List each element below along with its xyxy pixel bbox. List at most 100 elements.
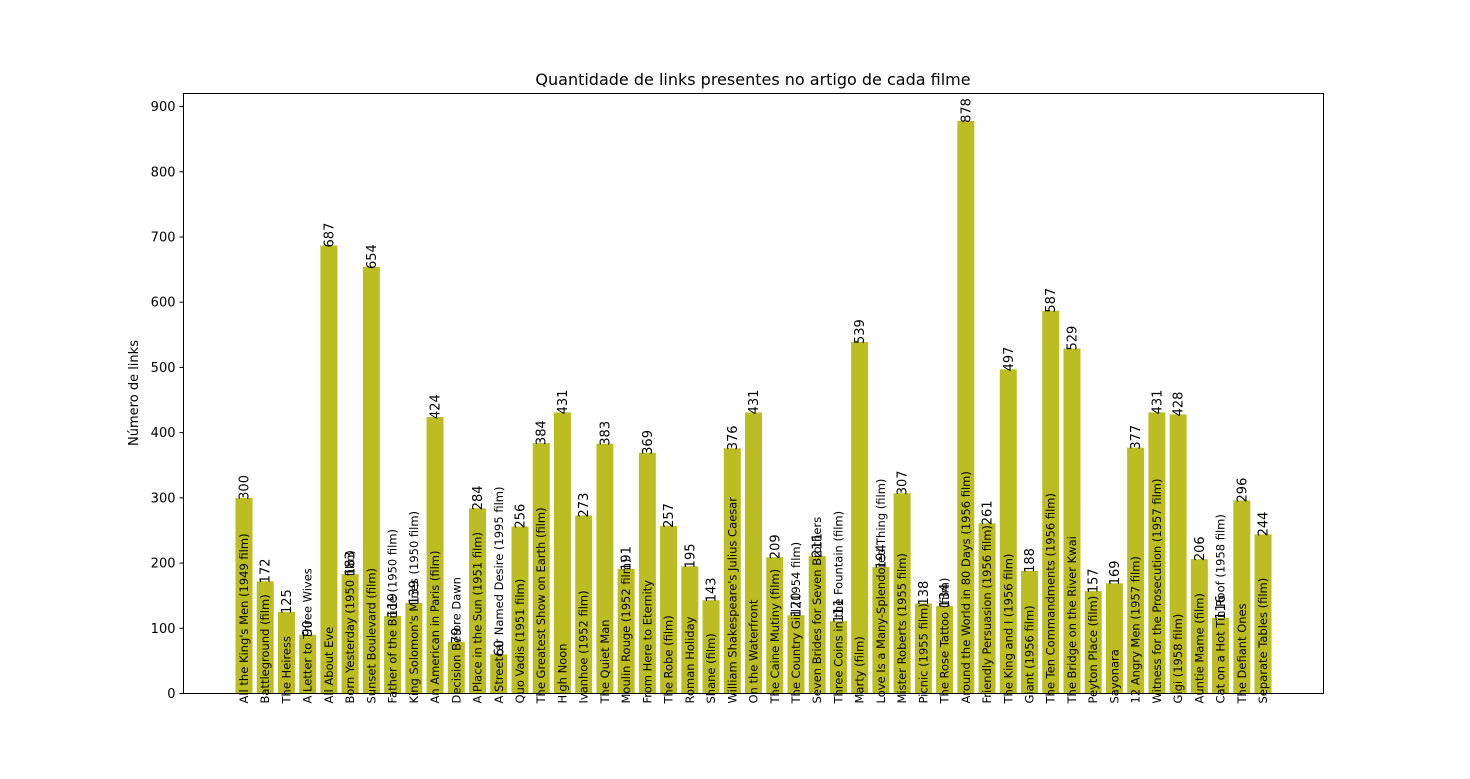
value-label: 191 [620, 546, 635, 571]
category-label: The Quiet Man [598, 619, 612, 704]
category-label: Auntie Mame (film) [1192, 593, 1206, 703]
category-label: The Heiress [279, 636, 293, 705]
category-label: The Country Girl (1954 film) [789, 542, 803, 705]
bar [1233, 500, 1251, 694]
value-label: 300 [238, 475, 253, 500]
bar [914, 603, 932, 694]
value-label: 194 [874, 544, 889, 569]
category-label: A Streetcar Named Desire (1995 film) [492, 487, 506, 704]
bar [1042, 310, 1060, 694]
value-label: 539 [853, 319, 868, 344]
category-label: All About Eve [322, 627, 336, 704]
category-label: A Letter to Three Wives [301, 568, 315, 703]
bar [256, 581, 274, 694]
bar [553, 412, 571, 694]
category-label: Moulin Rouge (1952 film) [619, 559, 633, 704]
value-label: 497 [1002, 347, 1017, 372]
value-label: 188 [1023, 548, 1038, 573]
value-label: 424 [429, 394, 444, 419]
value-label: 139 [407, 580, 422, 605]
value-label: 376 [726, 425, 741, 450]
value-label: 125 [280, 589, 295, 614]
bar [766, 557, 784, 694]
value-label: 654 [365, 244, 380, 269]
category-label: The Greatest Show on Earth (film) [534, 507, 548, 704]
category-label: Seven Brides for Seven Brothers [810, 517, 824, 704]
y-ticks-layer: 0 100 200 300 400 500 600 700 800 900 [151, 100, 184, 702]
category-label: A Place in the Sun (1951 film) [471, 532, 485, 704]
y-tick-label: 700 [151, 230, 176, 245]
category-label: Three Coins in the Fountain (film) [831, 511, 845, 705]
category-label: Born Yesterday (1950 film) [343, 550, 357, 703]
bar [1190, 559, 1208, 694]
bars-layer [235, 120, 1272, 694]
y-axis-label: Número de links [127, 340, 142, 446]
value-label: 257 [662, 503, 677, 528]
bar [469, 508, 487, 694]
bar [235, 497, 253, 694]
bar [511, 526, 529, 694]
bar [829, 621, 847, 694]
value-label: 211 [811, 533, 826, 558]
category-label: The Caine Mutiny (film) [768, 569, 782, 705]
bar [808, 555, 826, 694]
value-label: 431 [747, 390, 762, 415]
y-tick-label: 500 [151, 361, 176, 376]
value-label: 120 [789, 592, 804, 617]
bar [1105, 583, 1123, 694]
category-label: The Robe (film) [662, 615, 676, 704]
category-label: Mister Roberts (1955 film) [895, 553, 909, 703]
category-label: Decision Before Dawn [449, 577, 463, 703]
value-label: 383 [598, 421, 613, 446]
value-label: 111 [832, 598, 847, 623]
value-label: 529 [1065, 326, 1080, 351]
y-tick-label: 300 [151, 491, 176, 506]
y-tick-label: 400 [151, 426, 176, 441]
category-label: Shane (film) [704, 633, 718, 703]
bar [1127, 447, 1145, 694]
bar [426, 416, 444, 694]
value-label: 384 [535, 420, 550, 445]
bar [1063, 348, 1081, 694]
category-label: Sayonara [1107, 649, 1121, 703]
category-label: William Shakespeare's Julius Caesar [725, 497, 739, 704]
y-tick-label: 0 [167, 687, 175, 702]
bar [490, 654, 508, 694]
bar [893, 493, 911, 694]
bar [362, 266, 380, 694]
bar [1021, 570, 1038, 694]
value-label: 256 [513, 504, 528, 529]
bar [405, 602, 423, 694]
category-label: On the Waterfront [747, 599, 761, 703]
category-label: All the King's Men (1949 film) [237, 533, 251, 703]
bar [341, 574, 359, 694]
category-label: Love Is a Many-Splendored Thing (film) [874, 479, 888, 704]
category-labels-layer: All the King's Men (1949 film) Battlegrou… [237, 471, 1270, 704]
value-label: 431 [556, 390, 571, 415]
value-label: 261 [981, 500, 996, 525]
bar [384, 615, 402, 694]
value-label: 377 [1129, 425, 1144, 450]
value-label: 296 [1235, 478, 1250, 503]
y-tick-label: 800 [151, 165, 176, 180]
value-label: 878 [959, 98, 974, 123]
value-label: 431 [1150, 390, 1165, 415]
bar [702, 600, 720, 694]
bar [1169, 414, 1187, 694]
bar [872, 566, 890, 694]
category-label: Friendly Persuasion (1956 film) [980, 525, 994, 703]
category-label: An American in Paris (film) [428, 551, 442, 704]
category-label: Peyton Place (film) [1086, 596, 1100, 704]
value-label: 119 [386, 593, 401, 618]
bar [660, 525, 678, 694]
bar [617, 568, 635, 694]
category-label: The Defiant Ones [1235, 603, 1249, 704]
bar [532, 443, 550, 694]
category-label: Marty (film) [853, 636, 867, 703]
value-label: 307 [896, 470, 911, 495]
y-tick-label: 600 [151, 296, 176, 311]
category-label: Gigi (1958 film) [1171, 614, 1185, 704]
bar [1212, 617, 1230, 694]
bar [1254, 534, 1272, 694]
bar [575, 515, 593, 694]
